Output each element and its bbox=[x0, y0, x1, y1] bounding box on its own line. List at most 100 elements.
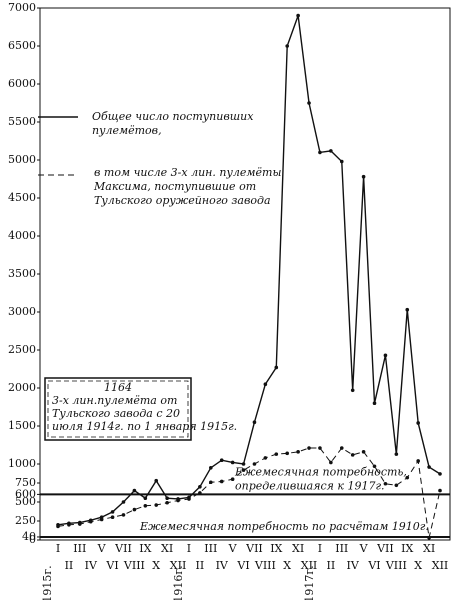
data-point bbox=[143, 504, 148, 508]
data-point bbox=[56, 524, 60, 529]
y-tick-label: 750 bbox=[15, 476, 36, 489]
data-point bbox=[372, 464, 377, 469]
data-point bbox=[416, 421, 420, 425]
x-tick-label: VI bbox=[236, 559, 249, 572]
x-tick-label: V bbox=[228, 542, 238, 555]
y-tick-label: 2500 bbox=[8, 343, 36, 356]
x-tick-label: VIII bbox=[254, 559, 276, 572]
year-label: 1917г. bbox=[303, 565, 316, 600]
x-tick-label: II bbox=[65, 559, 74, 572]
data-point bbox=[165, 496, 169, 501]
x-tick-label: XII bbox=[170, 559, 187, 572]
note-text: июля 1914г. по 1 января 1915г. bbox=[52, 420, 237, 433]
x-tick-label: I bbox=[187, 542, 191, 555]
x-tick-label: III bbox=[73, 542, 86, 555]
x-tick-label: VII bbox=[245, 542, 263, 555]
x-tick-label: X bbox=[152, 559, 160, 572]
x-tick-label: X bbox=[283, 559, 291, 572]
note-text: 1164 bbox=[104, 381, 132, 394]
data-point bbox=[252, 420, 257, 425]
x-tick-label: VIII bbox=[123, 559, 145, 572]
data-point bbox=[383, 353, 388, 358]
data-point bbox=[209, 466, 213, 470]
data-point bbox=[230, 460, 235, 465]
data-point bbox=[110, 515, 115, 519]
x-tick-label: IV bbox=[216, 559, 229, 572]
data-point bbox=[307, 446, 311, 450]
note-box bbox=[44, 377, 192, 441]
data-point bbox=[154, 478, 159, 483]
reference-label: определившаяся к 1917г. bbox=[235, 479, 385, 492]
y-tick-label: 1000 bbox=[8, 457, 36, 470]
data-point bbox=[121, 513, 126, 517]
data-point bbox=[176, 498, 180, 503]
data-point bbox=[339, 159, 344, 164]
y-tick-label: 3500 bbox=[8, 267, 36, 280]
reference-label: Ежемесячная потребность по расчётам 1910… bbox=[139, 520, 429, 533]
note-text: 3-х лин.пулемёта от bbox=[52, 394, 177, 407]
year-label: 1916г. bbox=[172, 565, 185, 600]
note-text: Тульского завода с 20 bbox=[52, 407, 180, 420]
data-point bbox=[285, 44, 290, 48]
data-point bbox=[241, 468, 246, 472]
x-tick-label: V bbox=[359, 542, 369, 555]
x-tick-label: VIII bbox=[385, 559, 407, 572]
data-point bbox=[318, 446, 322, 450]
legend-label: Максима, поступившие от bbox=[93, 180, 256, 193]
data-point bbox=[329, 460, 333, 465]
data-point bbox=[67, 523, 71, 527]
x-tick-label: II bbox=[196, 559, 205, 572]
data-point bbox=[285, 451, 290, 456]
x-tick-label: VI bbox=[367, 559, 380, 572]
data-point bbox=[405, 307, 410, 312]
data-point bbox=[438, 488, 442, 493]
y-tick-label: 40 bbox=[22, 530, 36, 543]
data-point bbox=[361, 450, 366, 454]
y-tick-label: 600 bbox=[15, 487, 36, 500]
note-box-inner bbox=[47, 380, 189, 438]
x-tick-label: III bbox=[335, 542, 348, 555]
data-point bbox=[110, 510, 115, 514]
data-point bbox=[383, 481, 388, 486]
x-tick-label: X bbox=[414, 559, 422, 572]
data-point bbox=[219, 458, 224, 463]
y-tick-label: 7000 bbox=[8, 1, 36, 14]
x-tick-label: XII bbox=[301, 559, 318, 572]
data-point bbox=[350, 453, 355, 457]
x-tick-label: VII bbox=[376, 542, 394, 555]
data-point bbox=[274, 452, 279, 456]
data-point bbox=[121, 500, 126, 504]
data-point bbox=[339, 446, 344, 450]
x-tick-label: III bbox=[204, 542, 217, 555]
data-point bbox=[427, 535, 431, 540]
data-point bbox=[372, 401, 377, 406]
data-point bbox=[394, 452, 399, 456]
y-tick-label: 5000 bbox=[8, 153, 36, 166]
data-point bbox=[274, 365, 279, 370]
data-point bbox=[263, 456, 268, 460]
year-label: 1915г. bbox=[41, 565, 54, 600]
data-point bbox=[132, 507, 137, 512]
data-point bbox=[99, 517, 104, 522]
legend-label: Тульского оружейного завода bbox=[94, 194, 271, 207]
data-point bbox=[296, 13, 300, 18]
data-point bbox=[198, 485, 202, 489]
data-point bbox=[154, 503, 159, 507]
y-tick-label: 2000 bbox=[8, 381, 36, 394]
x-tick-label: XI bbox=[292, 542, 304, 555]
legend-label: Общее число поступивших bbox=[92, 110, 254, 123]
x-tick-label: I bbox=[318, 542, 322, 555]
y-tick-label: 1500 bbox=[8, 419, 36, 432]
x-tick-label: IV bbox=[85, 559, 98, 572]
x-tick-label: I bbox=[56, 542, 60, 555]
y-tick-label: 6000 bbox=[8, 77, 36, 90]
y-tick-label: 250 bbox=[15, 514, 36, 527]
x-tick-label: VII bbox=[114, 542, 132, 555]
data-point bbox=[296, 450, 300, 454]
data-point bbox=[252, 462, 257, 466]
x-tick-label: XI bbox=[423, 542, 435, 555]
x-tick-label: IX bbox=[270, 542, 282, 555]
data-point bbox=[329, 149, 333, 153]
data-point bbox=[241, 462, 246, 466]
